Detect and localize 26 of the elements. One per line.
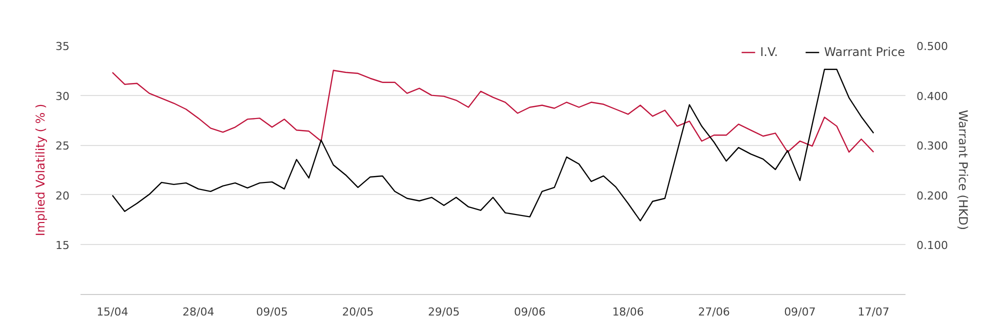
- y2-axis-title: Warrant Price (HKD): [956, 110, 970, 230]
- y-axis-title: Implied Volatility ( % ): [34, 104, 48, 236]
- legend-label: Warrant Price: [824, 45, 905, 59]
- y2-tick-label: 0.400: [916, 90, 948, 103]
- y-tick-label: 25: [56, 140, 70, 153]
- y-tick-label: 30: [56, 90, 70, 103]
- x-tick-label: 28/04: [182, 306, 214, 318]
- y2-tick-label: 0.300: [916, 140, 948, 153]
- y-tick-label: 20: [56, 189, 70, 202]
- y2-tick-label: 0.200: [916, 189, 948, 202]
- line-series: [112, 68, 874, 222]
- x-tick-label: 09/06: [514, 306, 546, 318]
- x-tick-label: 27/06: [698, 306, 730, 318]
- line-series: [112, 70, 874, 153]
- x-tick-label: 17/07: [858, 306, 890, 318]
- x-tick-label: 15/04: [96, 306, 128, 318]
- x-tick-label: 09/05: [256, 306, 288, 318]
- y2-tick-label: 0.100: [916, 239, 948, 252]
- x-tick-label: 20/05: [342, 306, 374, 318]
- x-tick-label: 09/07: [784, 306, 816, 318]
- x-tick-label: 29/05: [428, 306, 460, 318]
- y-tick-label: 35: [56, 40, 70, 53]
- legend-label: I.V.: [760, 45, 779, 59]
- x-tick-label: 18/06: [612, 306, 644, 318]
- y-tick-label: 15: [56, 239, 70, 252]
- y2-tick-label: 0.500: [916, 40, 948, 53]
